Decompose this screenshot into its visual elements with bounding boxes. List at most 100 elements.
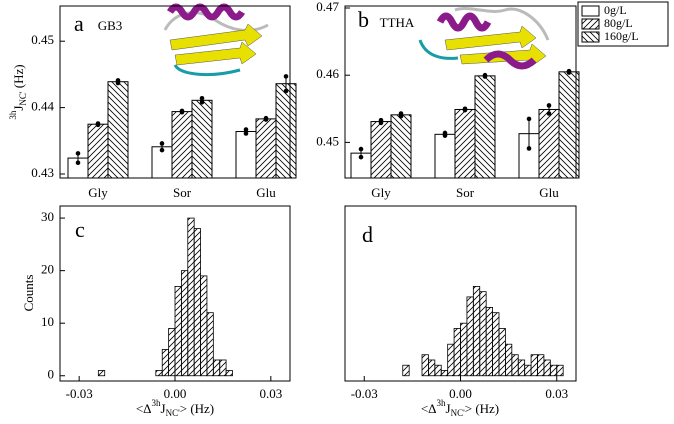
axis-label-part: NC' — [18, 91, 28, 106]
error-point — [462, 106, 468, 112]
y-tick-label: 0.43 — [31, 165, 54, 180]
axis-label-part: 3h — [8, 110, 18, 120]
histogram-bar — [440, 370, 449, 377]
bar — [87, 123, 109, 179]
bar — [390, 114, 412, 179]
bar — [275, 83, 297, 179]
protein-inset-ttha — [418, 7, 550, 70]
x-tick-label: -0.03 — [66, 386, 93, 401]
axis-label-part: > (Hz) — [180, 401, 214, 416]
axis-label-part: J — [446, 401, 451, 416]
axis-label: Counts — [21, 275, 36, 312]
error-point — [546, 111, 552, 116]
histogram-bar — [97, 370, 106, 377]
error-point — [358, 154, 364, 160]
histogram-bar — [498, 328, 506, 377]
axis-label-part: <Δ — [421, 401, 437, 416]
error-point — [243, 131, 249, 136]
protein-inset-gb3 — [163, 3, 269, 76]
error-point — [482, 72, 488, 78]
histogram-bar — [479, 291, 487, 377]
protein-label: TTHA — [380, 15, 415, 30]
y-tick-label: 20 — [41, 262, 54, 277]
y-tick-label: 0.45 — [316, 133, 339, 148]
error-point — [199, 99, 205, 105]
histogram-bar — [428, 359, 436, 377]
histogram-bar — [206, 312, 214, 377]
histogram-bar — [543, 359, 551, 377]
x-tick-label: 0.00 — [449, 386, 472, 401]
bar — [107, 81, 129, 179]
bar — [191, 99, 213, 179]
error-point — [378, 117, 384, 123]
axis-label-part: > (Hz) — [465, 401, 499, 416]
error-point — [442, 130, 448, 136]
axis-label-part: Counts — [21, 275, 36, 312]
x-tick-label: 0.03 — [545, 386, 568, 401]
x-tick-label: Sor — [173, 185, 192, 200]
histogram-bar — [492, 312, 500, 377]
error-point — [179, 108, 185, 114]
histogram-bar — [530, 354, 538, 377]
histogram-bar — [219, 359, 227, 377]
error-point — [398, 111, 404, 116]
bar — [171, 111, 193, 179]
histogram-bar — [549, 364, 558, 377]
error-point — [159, 147, 165, 153]
histogram-bar — [460, 322, 468, 377]
protein-label: GB3 — [98, 18, 123, 33]
panel-label: a — [74, 11, 84, 36]
error-point — [358, 146, 364, 152]
x-tick-label: Gly — [371, 185, 391, 200]
error-point — [243, 127, 249, 132]
histogram-bar — [402, 364, 410, 377]
axis-label: <Δ3hJNC'> (Hz) — [421, 398, 499, 418]
histogram-bar — [193, 228, 201, 377]
legend-label: 80g/L — [604, 16, 633, 30]
error-point — [526, 146, 532, 151]
histogram-bar — [225, 370, 233, 377]
legend-swatch — [581, 18, 600, 30]
axes-frame — [344, 5, 577, 179]
error-point — [159, 141, 165, 146]
bar — [235, 131, 257, 179]
histogram-bar — [537, 354, 545, 377]
histogram-bar — [155, 370, 163, 377]
legend-label: 160g/L — [604, 29, 639, 43]
axes-frame — [59, 205, 291, 382]
histogram-bar — [466, 296, 474, 377]
histogram-bar — [485, 307, 493, 377]
y-tick-label: 0 — [48, 367, 55, 382]
axis-label-part: 3h — [437, 398, 447, 408]
histogram-bar — [472, 286, 481, 377]
histogram-bar — [511, 354, 519, 377]
histogram-bar — [200, 275, 208, 377]
panel-label: b — [358, 7, 369, 32]
axis-label-part: (Hz) — [11, 64, 26, 91]
y-tick-label: 0.47 — [316, 0, 339, 14]
bar — [538, 108, 560, 179]
axis-label: <Δ3hJNC'> (Hz) — [136, 398, 214, 418]
error-point — [75, 160, 81, 166]
axis-label-part: NC' — [166, 408, 181, 418]
histogram-bar — [212, 359, 221, 377]
axis-label-part: <Δ — [136, 401, 152, 416]
x-tick-label: Glu — [256, 185, 276, 200]
y-tick-label: 0.46 — [316, 66, 339, 81]
x-tick-label: Glu — [539, 185, 559, 200]
bar — [255, 118, 277, 179]
legend-label: 0g/L — [604, 3, 627, 17]
bar — [454, 108, 476, 179]
axis-label-part: J — [161, 401, 166, 416]
histogram-bar — [180, 270, 189, 377]
panel-label: d — [362, 222, 373, 247]
panel-label: c — [75, 217, 85, 242]
axis-label-part: J — [11, 106, 26, 111]
axes-frame — [59, 5, 291, 179]
x-tick-label: Sor — [456, 185, 475, 200]
error-point — [566, 68, 572, 74]
axis-label-part: NC' — [451, 408, 466, 418]
axis-label: 3hJNC' (Hz) — [8, 64, 28, 119]
y-tick-label: 0.44 — [31, 99, 54, 114]
